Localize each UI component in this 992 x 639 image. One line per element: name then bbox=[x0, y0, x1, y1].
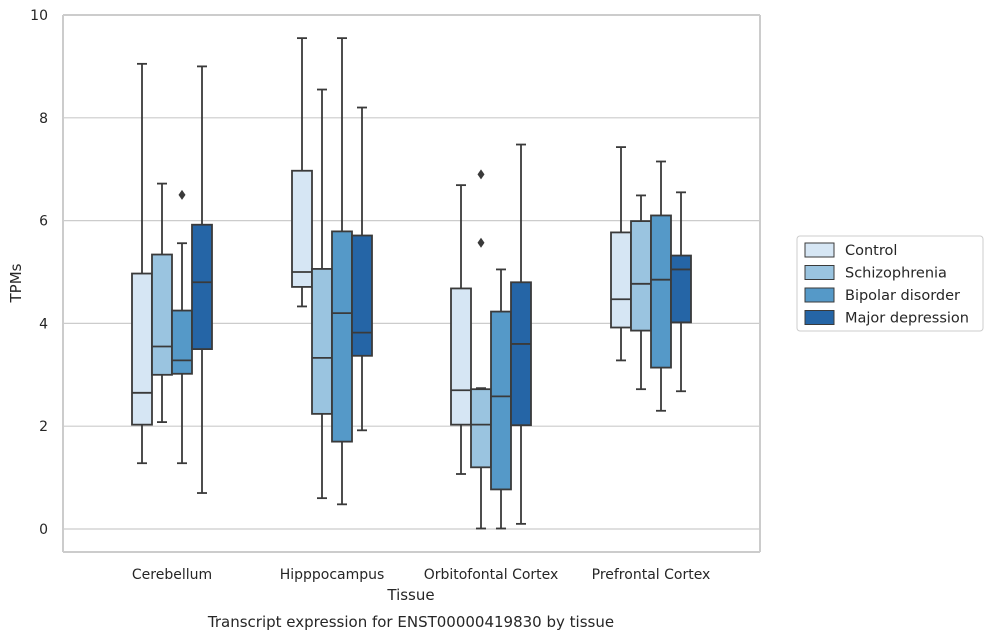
box-0-2 bbox=[450, 184, 472, 475]
legend-swatch bbox=[804, 265, 835, 280]
box-iqr bbox=[331, 230, 353, 443]
legend-frame bbox=[796, 235, 984, 332]
x-tick-label: Orbitofontal Cortex bbox=[424, 567, 559, 583]
legend-swatch bbox=[804, 287, 835, 303]
box-3-3 bbox=[670, 191, 692, 393]
outlier-point bbox=[477, 169, 485, 180]
y-tick-label: 4 bbox=[39, 316, 48, 332]
box-0-1 bbox=[291, 37, 313, 308]
outlier-point bbox=[477, 237, 485, 248]
y-tick-label: 8 bbox=[39, 111, 48, 127]
box-iqr bbox=[630, 220, 652, 332]
legend-swatch bbox=[804, 310, 835, 325]
box-iqr bbox=[450, 287, 472, 426]
box-iqr bbox=[311, 268, 333, 415]
y-tick-label: 0 bbox=[39, 522, 48, 538]
box-3-2 bbox=[510, 143, 532, 525]
boxes-layer bbox=[131, 37, 692, 530]
box-iqr bbox=[470, 388, 492, 469]
x-tick-label: Hipppocampus bbox=[280, 567, 385, 583]
box-iqr bbox=[191, 223, 213, 351]
legend-label: Control bbox=[845, 243, 897, 259]
box-iqr bbox=[650, 214, 672, 369]
box-iqr bbox=[670, 254, 692, 324]
plot-frame bbox=[62, 14, 761, 553]
box-1-0 bbox=[151, 182, 173, 423]
x-tick-label: Prefrontal Cortex bbox=[592, 567, 711, 583]
box-iqr bbox=[490, 310, 512, 491]
box-2-0 bbox=[171, 189, 193, 465]
x-tick-label: Cerebellum bbox=[132, 567, 212, 583]
box-1-1 bbox=[311, 88, 333, 500]
box-3-1 bbox=[351, 106, 373, 432]
y-tick-labels: 0 2 4 6 8 10 bbox=[30, 8, 48, 538]
legend-label: Bipolar disorder bbox=[845, 288, 960, 304]
box-iqr bbox=[510, 281, 532, 427]
box-iqr bbox=[291, 169, 313, 288]
box-iqr bbox=[171, 309, 193, 375]
box-iqr bbox=[351, 234, 373, 357]
box-iqr bbox=[151, 253, 173, 376]
outlier-point bbox=[178, 189, 186, 200]
box-iqr bbox=[610, 231, 632, 329]
legend-swatch bbox=[804, 242, 835, 258]
y-tick-label: 10 bbox=[30, 8, 48, 24]
legend-label: Major depression bbox=[845, 311, 969, 327]
y-tick-label: 6 bbox=[39, 214, 48, 230]
box-0-0 bbox=[131, 62, 153, 465]
legend: Control Schizophrenia Bipolar disorder Majo… bbox=[796, 235, 984, 332]
x-axis-label: Tissue bbox=[386, 586, 434, 604]
y-tick-label: 2 bbox=[39, 419, 48, 435]
x-tick-labels: Cerebellum Hipppocampus Orbitofontal Corte… bbox=[132, 567, 710, 583]
legend-label: Schizophrenia bbox=[845, 266, 947, 282]
box-3-0 bbox=[191, 65, 213, 494]
box-iqr bbox=[131, 272, 153, 426]
y-axis-label: TPMs bbox=[7, 263, 25, 303]
chart-caption: Transcript expression for ENST0000041983… bbox=[207, 613, 614, 631]
